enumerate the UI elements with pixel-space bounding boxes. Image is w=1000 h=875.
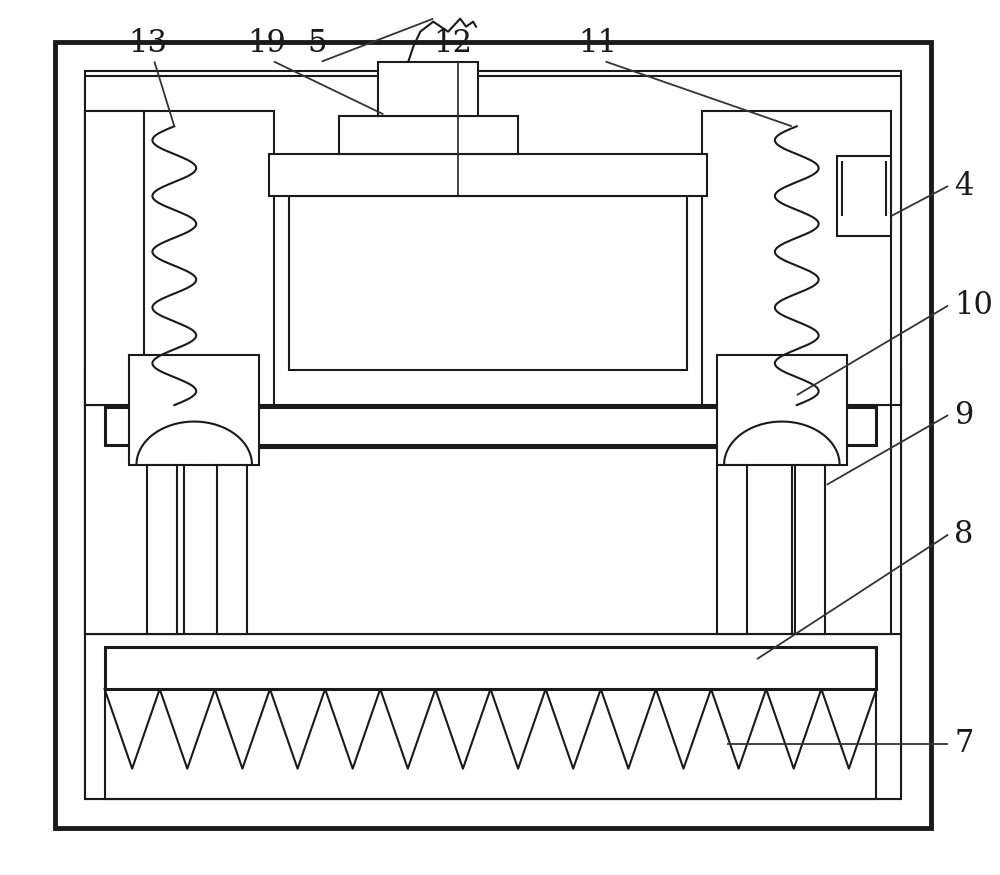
Bar bbox=[795, 465, 825, 634]
Bar bbox=[85, 405, 184, 634]
Bar bbox=[837, 156, 891, 236]
Bar bbox=[85, 370, 901, 634]
Bar bbox=[129, 355, 259, 465]
Text: 4: 4 bbox=[954, 171, 973, 201]
Bar bbox=[85, 72, 901, 799]
Bar bbox=[717, 355, 847, 465]
Bar bbox=[289, 196, 687, 370]
Text: 5: 5 bbox=[307, 27, 326, 59]
Bar bbox=[792, 405, 891, 634]
Text: 8: 8 bbox=[954, 519, 974, 550]
Bar bbox=[717, 465, 747, 634]
Bar bbox=[147, 465, 177, 634]
Bar bbox=[55, 42, 931, 829]
Bar bbox=[217, 465, 247, 634]
Text: 19: 19 bbox=[248, 27, 286, 59]
Bar bbox=[105, 407, 876, 445]
Bar bbox=[85, 111, 274, 405]
Bar bbox=[85, 634, 901, 799]
Text: 9: 9 bbox=[954, 400, 973, 430]
Bar bbox=[339, 116, 518, 154]
Bar bbox=[85, 76, 901, 405]
Bar bbox=[105, 648, 876, 689]
Text: 12: 12 bbox=[434, 27, 473, 59]
Bar bbox=[105, 687, 876, 799]
Bar bbox=[269, 154, 707, 196]
Bar bbox=[702, 111, 891, 405]
Bar bbox=[378, 61, 478, 116]
Text: 11: 11 bbox=[578, 27, 617, 59]
Bar bbox=[85, 111, 144, 405]
Text: 10: 10 bbox=[954, 290, 993, 321]
Text: 7: 7 bbox=[954, 728, 974, 760]
Text: 13: 13 bbox=[128, 27, 167, 59]
